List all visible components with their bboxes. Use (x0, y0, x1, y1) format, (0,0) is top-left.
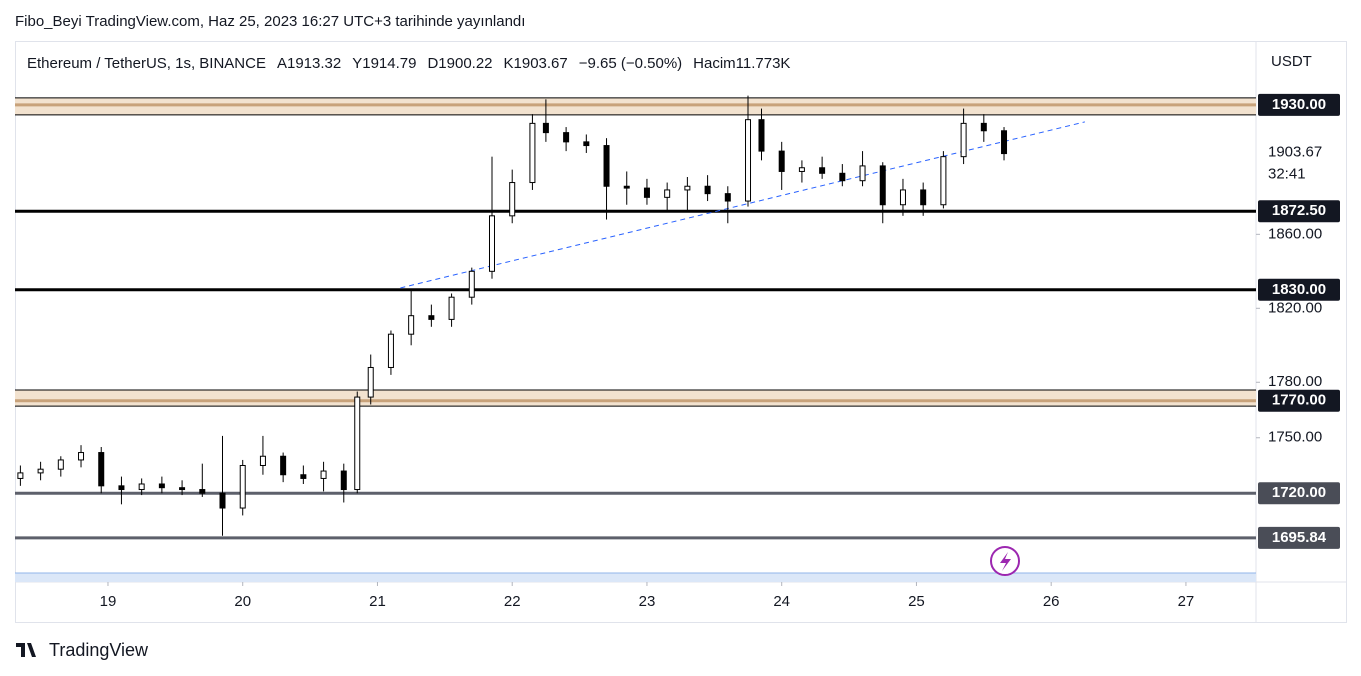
candle-body (623, 185, 630, 189)
level-label-box (1258, 389, 1340, 412)
y-tick-label: 1780.00 (1268, 373, 1322, 390)
candle-body (340, 470, 347, 491)
candle-body (428, 315, 435, 320)
candle-body (239, 464, 246, 509)
legend-item: Ethereum / TetherUS, 1s, BINANCE (27, 55, 266, 72)
x-tick-label: 24 (773, 593, 790, 610)
candle-body (219, 492, 226, 509)
legend-item: D1900.22 (427, 55, 492, 72)
level-label-box (1258, 526, 1340, 549)
bottom-band (15, 573, 1256, 582)
candle-body (138, 483, 145, 491)
candle-body (960, 122, 967, 158)
candle-body (387, 333, 394, 368)
level-label-box (1258, 93, 1340, 116)
candle-body (980, 122, 987, 132)
candle-body (300, 474, 307, 479)
candle-body (745, 119, 752, 202)
candle-body (118, 485, 125, 491)
candle-body (643, 187, 650, 198)
x-tick-label: 26 (1043, 593, 1060, 610)
candle-body (839, 172, 846, 182)
candle-body (684, 185, 691, 191)
legend: Ethereum / TetherUS, 1s, BINANCE A1913.32… (27, 55, 790, 72)
candle-body (940, 156, 947, 206)
candle-body (920, 189, 927, 206)
candle-body (354, 396, 361, 491)
x-tick-label: 27 (1178, 593, 1195, 610)
candle-body (199, 489, 206, 494)
candle-body (778, 150, 785, 172)
candle-body (819, 167, 826, 174)
candle-body (542, 122, 549, 134)
candle-body (280, 455, 287, 476)
legend-item: A1913.32 (277, 55, 341, 72)
level-zone (15, 390, 1256, 407)
legend-item: K1903.67 (504, 55, 568, 72)
level-label-box (1258, 200, 1340, 223)
legend-item: Y1914.79 (352, 55, 416, 72)
x-tick-label: 25 (908, 593, 925, 610)
currency: USDT (1271, 53, 1312, 70)
candle-body (158, 483, 165, 489)
alert-bolt (1000, 552, 1011, 571)
candle-body (583, 141, 590, 147)
level-label: 1830.00 (1272, 281, 1326, 298)
y-tick-label: 1750.00 (1268, 429, 1322, 446)
candle-body (179, 487, 186, 491)
candle-body (859, 165, 866, 182)
candle-body (408, 315, 415, 335)
candle-body (17, 472, 24, 479)
frame (15, 41, 1347, 623)
candle-body (724, 193, 731, 202)
candle-body (57, 459, 64, 470)
level-label: 1695.84 (1272, 529, 1327, 546)
candle-body (704, 185, 711, 195)
footer-logo (16, 643, 36, 657)
candle-body (259, 455, 266, 466)
y-tick-label: 1820.00 (1268, 299, 1322, 316)
level-label: 1930.00 (1272, 96, 1326, 113)
countdown: 32:41 (1268, 166, 1306, 183)
x-tick-label: 20 (234, 593, 251, 610)
candle-body (367, 366, 374, 398)
level-label: 1770.00 (1272, 392, 1326, 409)
level-label: 1872.50 (1272, 202, 1326, 219)
candle-body (37, 468, 44, 474)
candle-body (78, 452, 85, 461)
candle-body (664, 189, 671, 198)
header: Fibo_Beyi TradingView.com, Haz 25, 2023 … (15, 13, 525, 30)
candle-body (529, 122, 536, 184)
legend-item: Hacim11.773K (693, 55, 790, 72)
last-price: 1903.67 (1268, 144, 1322, 161)
candle-body (448, 296, 455, 320)
candle-body (1001, 130, 1008, 155)
candle-body (320, 470, 327, 479)
footer: TradingView (49, 640, 149, 660)
candle-body (468, 270, 475, 298)
legend-item: −9.65 (−0.50%) (579, 55, 682, 72)
x-tick-label: 21 (369, 593, 386, 610)
candle-body (879, 165, 886, 206)
candle-body (488, 215, 495, 272)
candle-body (98, 452, 105, 487)
candle-body (899, 189, 906, 206)
x-tick-label: 22 (504, 593, 521, 610)
x-tick-label: 19 (100, 593, 117, 610)
candle-body (563, 132, 570, 143)
candle-body (758, 119, 765, 152)
trendline (400, 121, 1085, 289)
x-tick-label: 23 (639, 593, 656, 610)
level-label-box (1258, 278, 1340, 301)
candle-body (798, 167, 805, 172)
candle-body (509, 182, 516, 217)
level-label-box (1258, 482, 1340, 505)
candle-body (603, 145, 610, 187)
level-label: 1720.00 (1272, 484, 1326, 501)
y-tick-label: 1860.00 (1268, 225, 1322, 242)
